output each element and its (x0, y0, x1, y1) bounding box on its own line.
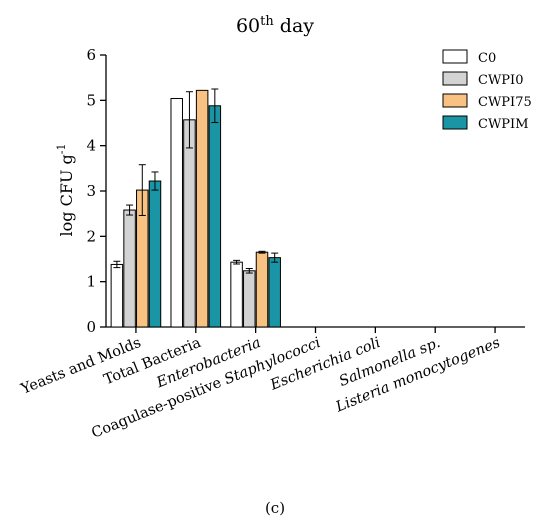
bar (183, 119, 196, 328)
y-tick-label: 4 (86, 137, 96, 155)
error-bars (113, 88, 279, 274)
y-axis-label: log CFU g-1 (55, 144, 76, 237)
legend-label: CWPI75 (478, 95, 532, 110)
bar (243, 270, 256, 328)
bar (208, 105, 222, 328)
bar (268, 257, 281, 328)
y-tick-label: 0 (86, 318, 96, 336)
legend-label: CWPIM (478, 117, 529, 132)
bar (148, 180, 162, 328)
legend-swatch (442, 49, 468, 64)
legend-swatch (442, 93, 468, 108)
bar (123, 209, 136, 328)
legend: C0 CWPI0 CWPI75 CWPIM (442, 49, 532, 132)
legend-swatch (442, 115, 468, 130)
y-tick-label: 1 (86, 273, 96, 291)
chart-title: 60th day (236, 14, 314, 37)
svg-text:log CFU g-1: log CFU g-1 (55, 144, 76, 237)
y-tick-label: 6 (86, 46, 96, 64)
legend-label: C0 (478, 51, 496, 66)
bar (195, 89, 209, 328)
bar (230, 261, 243, 328)
y-tick-label: 3 (86, 182, 96, 200)
y-tick-label: 5 (86, 91, 96, 109)
bar (110, 263, 124, 328)
panel-label: (c) (265, 499, 285, 517)
bars (110, 89, 281, 328)
legend-swatch (442, 71, 468, 86)
y-tick-label: 2 (86, 227, 96, 245)
bar (170, 98, 183, 328)
bar (255, 251, 269, 328)
legend-label: CWPI0 (478, 73, 523, 88)
